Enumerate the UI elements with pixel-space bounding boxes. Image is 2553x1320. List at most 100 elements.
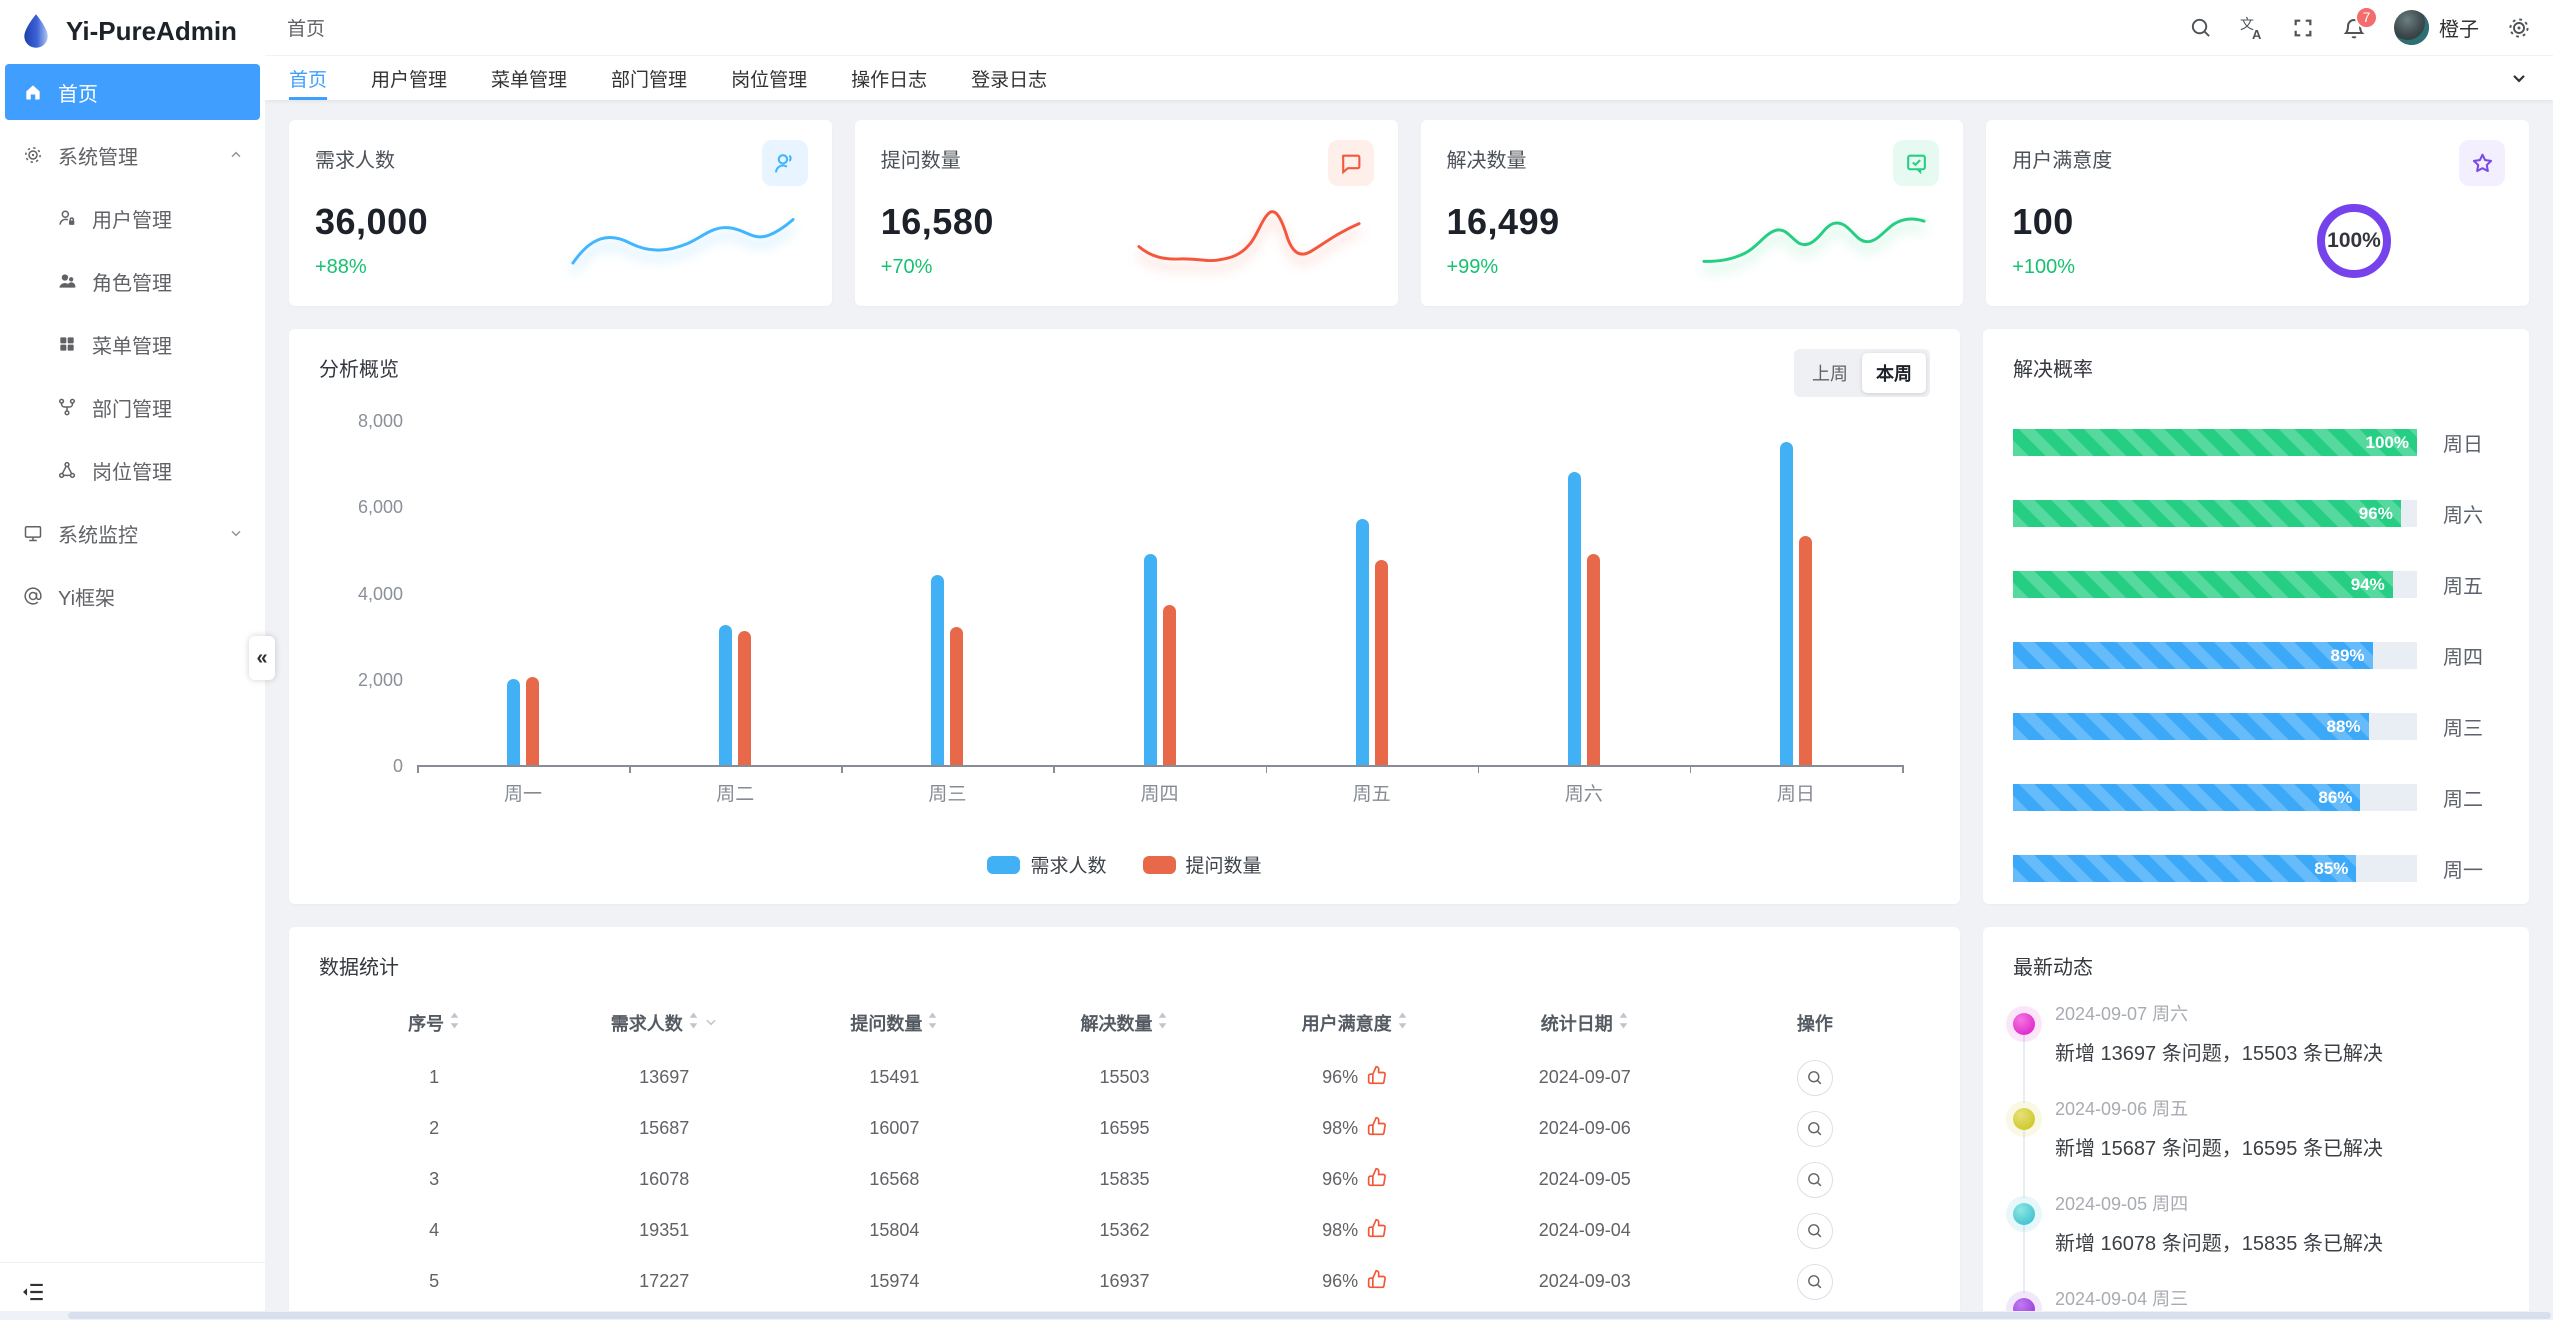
- x-axis-label: 周六: [1564, 784, 1603, 805]
- column-header-solved[interactable]: 解决数量: [1009, 994, 1239, 1052]
- sidebar-item-label: 首页: [58, 83, 98, 106]
- timeline: 2024-09-07 周六 新增 13697 条问题，15503 条已解决 2024…: [2013, 1000, 2499, 1320]
- column-header-question[interactable]: 提问数量: [779, 994, 1009, 1052]
- column-header-operation: 操作: [1700, 994, 1930, 1052]
- legend-item[interactable]: 提问数量: [1142, 851, 1262, 878]
- tabs-dropdown-chevron-icon[interactable]: [2509, 68, 2529, 88]
- legend-swatch: [987, 855, 1021, 874]
- x-axis-label: 周二: [716, 784, 755, 805]
- chart-legend: 需求人数 提问数量: [289, 851, 1960, 878]
- breadcrumb[interactable]: 首页: [287, 19, 326, 40]
- bottom-row: 数据统计 序号 需求人数 提问数量 解决数量 用户满意度 统计日期 操作 1 13697 154…: [289, 927, 2529, 1320]
- sidebar-item-post-management[interactable]: 岗位管理: [5, 442, 260, 498]
- stat-delta: +88%: [315, 256, 367, 278]
- tab-post-management[interactable]: 岗位管理: [731, 69, 808, 91]
- cell-satisfaction: 98%: [1240, 1103, 1470, 1154]
- toggle-last-week[interactable]: 上周: [1812, 364, 1848, 384]
- progress-day-label: 周三: [2443, 718, 2483, 740]
- cell-operation: [1700, 1154, 1930, 1205]
- column-label: 提问数量: [850, 1014, 923, 1034]
- horizontal-scrollbar[interactable]: [0, 1311, 2553, 1320]
- progress-track: 85%: [2013, 855, 2417, 882]
- progress-row: 88% 周三: [2013, 712, 2499, 741]
- y-axis-label: 2,000: [357, 669, 403, 690]
- tab-operation-log[interactable]: 操作日志: [851, 69, 928, 91]
- sidebar-item-home[interactable]: 首页: [5, 64, 260, 120]
- tab-bar: 首页 用户管理 菜单管理 部门管理 岗位管理 操作日志 登录日志: [265, 56, 2553, 100]
- tab-menu-management[interactable]: 菜单管理: [491, 69, 568, 91]
- progress-day-label: 周四: [2443, 647, 2483, 669]
- progress-fill: 89%: [2013, 642, 2373, 669]
- sidebar-item-label: 部门管理: [92, 398, 172, 421]
- username: 橙子: [2439, 19, 2479, 41]
- menu-fold-icon[interactable]: [20, 1279, 46, 1305]
- sort-caret-icon[interactable]: [449, 1011, 460, 1035]
- svg-text:A: A: [2252, 27, 2262, 40]
- sidebar-item-menu-management[interactable]: 菜单管理: [5, 316, 260, 372]
- progress-track: 88%: [2013, 713, 2417, 740]
- logo[interactable]: Yi-PureAdmin: [0, 0, 265, 62]
- sidebar-item-user-management[interactable]: 用户管理: [5, 190, 260, 246]
- view-detail-button[interactable]: [1796, 1263, 1833, 1300]
- cell-demand: 13697: [639, 1067, 690, 1087]
- horizontal-scrollbar-thumb[interactable]: [68, 1312, 2551, 1319]
- bar-demand: [1143, 553, 1157, 765]
- sidebar-item-system-management[interactable]: 系统管理: [5, 127, 260, 183]
- tab-login-log[interactable]: 登录日志: [971, 69, 1048, 91]
- sidebar-item-system-monitor[interactable]: 系统监控: [5, 505, 260, 561]
- toggle-this-week[interactable]: 本周: [1862, 353, 1926, 393]
- progress-row: 85% 周一: [2013, 854, 2499, 883]
- column-header-inner: 操作: [1700, 1010, 1930, 1036]
- cell-solved: 16937: [1099, 1271, 1150, 1291]
- sidebar: Yi-PureAdmin 首页系统管理用户管理角色管理菜单管理部门管理岗位管理系…: [0, 0, 275, 1320]
- sidebar-item-role-management[interactable]: 角色管理: [5, 253, 260, 309]
- x-axis-tick: [841, 765, 843, 773]
- settings-gear-icon[interactable]: [2507, 16, 2531, 40]
- cell-index: 5: [429, 1271, 440, 1291]
- chevron-up-icon: [228, 147, 244, 163]
- tab-home[interactable]: 首页: [289, 56, 328, 100]
- column-header-satisfaction[interactable]: 用户满意度: [1240, 994, 1470, 1052]
- sidebar-item-label: Yi框架: [58, 587, 116, 610]
- progress-fill: 96%: [2013, 500, 2401, 527]
- sort-caret-icon[interactable]: [1618, 1011, 1629, 1035]
- bar-questions: [1162, 605, 1176, 765]
- timeline-date: 2024-09-04 周三: [2055, 1289, 2189, 1309]
- view-detail-button[interactable]: [1796, 1059, 1833, 1096]
- sidebar-collapse-handle[interactable]: «: [249, 636, 275, 680]
- stat-value: 36,000: [315, 201, 429, 242]
- fullscreen-icon[interactable]: [2292, 17, 2314, 39]
- view-detail-button[interactable]: [1796, 1110, 1833, 1147]
- column-header-demand[interactable]: 需求人数: [549, 994, 779, 1052]
- satisfaction-ring: 100%: [2317, 204, 2391, 278]
- view-detail-button[interactable]: [1796, 1161, 1833, 1198]
- filter-chevron-icon[interactable]: [704, 1013, 718, 1034]
- legend-item[interactable]: 需求人数: [987, 851, 1107, 878]
- timeline-item: 2024-09-06 周五 新增 15687 条问题，16595 条已解决: [2013, 1095, 2499, 1198]
- search-icon[interactable]: [2189, 16, 2212, 39]
- sidebar-item-yi-framework[interactable]: Yi框架: [5, 568, 260, 624]
- stat-title: 用户满意度: [2012, 150, 2113, 172]
- column-header-index[interactable]: 序号: [319, 994, 549, 1052]
- sort-caret-icon[interactable]: [1397, 1011, 1408, 1035]
- sidebar-item-dept-management[interactable]: 部门管理: [5, 379, 260, 435]
- cell-question: 15974: [869, 1271, 920, 1291]
- user-menu[interactable]: 橙子: [2394, 10, 2479, 45]
- view-detail-button[interactable]: [1796, 1212, 1833, 1249]
- notification-bell-icon[interactable]: 7: [2342, 5, 2378, 40]
- sort-caret-icon[interactable]: [1157, 1011, 1168, 1035]
- cell-satisfaction: 98%: [1240, 1205, 1470, 1256]
- sidebar-item-label: 用户管理: [92, 209, 172, 232]
- bar-demand: [507, 678, 521, 765]
- sort-caret-icon[interactable]: [688, 1011, 699, 1035]
- progress-track: 96%: [2013, 500, 2417, 527]
- sort-caret-icon[interactable]: [927, 1011, 938, 1035]
- tab-dept-management[interactable]: 部门管理: [611, 69, 688, 91]
- column-header-date[interactable]: 统计日期: [1470, 994, 1700, 1052]
- y-axis-label: 6,000: [357, 497, 403, 518]
- progress-track: 100%: [2013, 429, 2417, 456]
- tab-user-management[interactable]: 用户管理: [371, 69, 448, 91]
- timeline-text: 新增 15687 条问题，16595 条已解决: [2055, 1138, 2383, 1160]
- page-content: 需求人数 36,000 +88% 提问数量 16,580: [265, 100, 2553, 1320]
